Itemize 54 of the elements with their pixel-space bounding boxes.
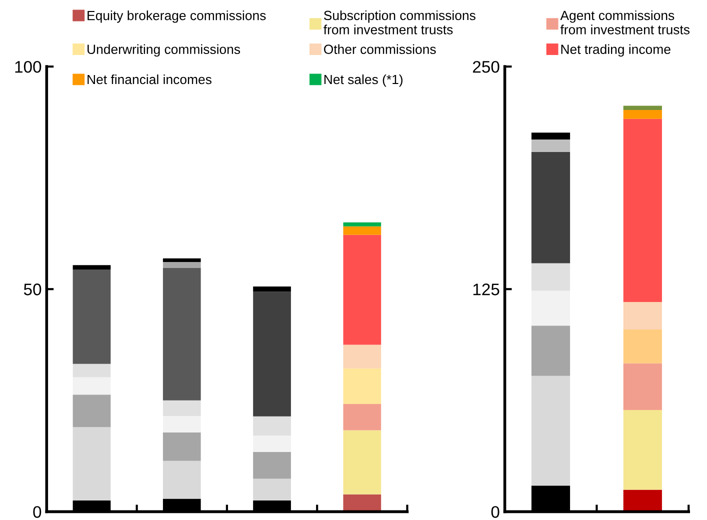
bar [162,400,201,416]
bar [343,430,382,494]
bar [72,265,111,270]
bar [343,222,382,226]
bar [72,377,111,395]
y-tick-label: 50 [24,284,42,296]
bar [253,478,291,501]
legend-label: Net trading income [561,44,670,57]
bar [623,363,662,410]
bar [253,452,291,479]
bar [162,258,201,262]
bar [343,404,382,430]
bar [162,432,201,461]
bar [72,270,111,364]
bar [343,368,382,404]
bar [531,263,570,291]
bar [343,344,382,368]
bar [343,226,382,235]
bar [531,140,570,152]
bar [162,460,201,499]
bar [531,376,570,486]
y-tick-label: 100 [15,60,42,73]
legend-label: Other commissions [324,44,436,54]
bar [623,106,662,110]
bar [623,490,662,512]
y-tick-label: 125 [473,284,500,296]
legend-label: Underwriting commissions [88,44,240,57]
legend-label: Equity brokerage commissions [88,10,266,23]
bar [531,152,570,264]
bar [343,494,382,512]
bar [253,286,291,292]
y-tick-label: 0 [491,506,500,518]
bar [72,364,111,378]
y-tick-label: 250 [472,60,500,73]
bar [72,394,111,428]
legend-label: Agent commissions from investment trusts [560,10,690,34]
legend-label: Subscription commissions from investment trusts [324,10,476,34]
bar [623,110,662,119]
bar [162,416,201,432]
y-tick-label: 0 [33,506,42,518]
bar [253,416,291,436]
bar [623,330,662,364]
bar [531,290,570,326]
bar [72,427,111,501]
bar [253,436,291,452]
bar [623,302,662,330]
bar [343,234,382,345]
bar [531,326,570,376]
legend-label: Net financial incomes [88,74,212,84]
bar [253,292,291,416]
bar [162,268,201,400]
bar [623,410,662,490]
legend-label: Net sales (*1) [324,74,402,87]
bar [623,118,662,302]
